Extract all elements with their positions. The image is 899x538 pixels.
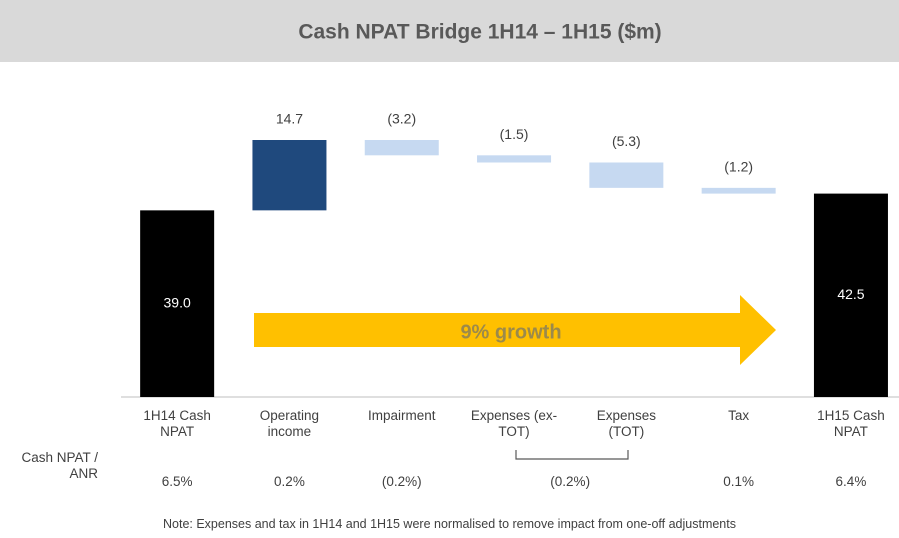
bar [252,140,327,211]
ratio-row-label: Cash NPAT / ANR [21,450,98,481]
ratio-value: 0.1% [723,474,755,489]
bar [701,187,776,194]
ratio-value: 6.4% [835,474,867,489]
bar [364,140,439,156]
x-tick-label: 1H14 Cash NPAT [143,408,211,439]
ratio-value: 0.2% [274,474,305,489]
x-tick-label: 1H15 Cash NPAT [817,408,885,439]
ratio-value: (0.2%) [381,474,422,489]
x-tick-label: Tax [728,408,750,423]
note: Note: Expenses and tax in 1H14 and 1H15 … [163,517,736,531]
value-label: (3.2) [387,111,416,127]
ratio-value: 6.5% [161,474,193,489]
x-tick-label: Expenses (ex-TOT) [470,408,558,439]
value-label: (1.2) [724,159,753,175]
title-bar [0,0,899,62]
annotation: 9% growth [460,321,561,343]
bar [813,193,888,397]
bracket [515,450,629,460]
chart-title: Cash NPAT Bridge 1H14 – 1H15 ($m) [298,21,661,44]
bar [477,155,552,163]
growth-arrow [254,295,776,365]
value-label: 14.7 [276,111,303,127]
bar [589,162,664,188]
x-tick-label: Impairment [367,408,436,423]
value-label: (1.5) [500,126,529,142]
x-tick-label: Expenses (TOT) [596,408,656,439]
bar [140,210,215,397]
value-label: (5.3) [612,133,641,149]
value-label: 39.0 [164,294,191,310]
ratio-value: (0.2%) [550,474,591,489]
x-tick-label: Operating income [259,408,320,439]
value-label: 42.5 [837,286,864,302]
